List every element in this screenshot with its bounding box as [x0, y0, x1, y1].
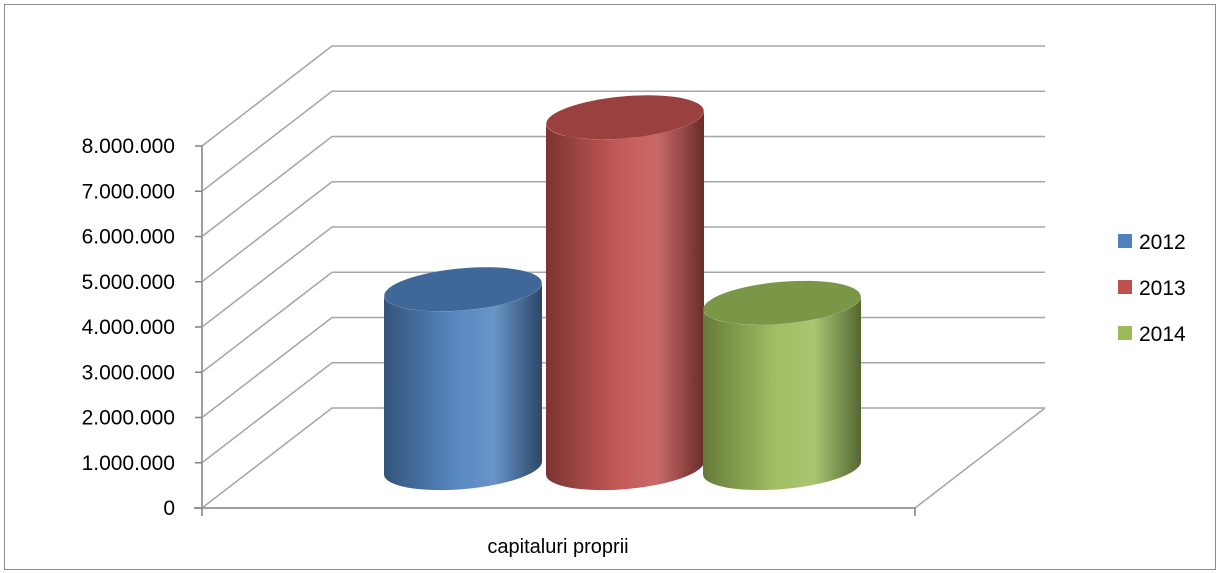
- y-axis-ticks: 0 1.000.000 2.000.000 3.000.000 4.000.000 5.0…: [82, 135, 202, 520]
- x-axis: capitaluri proprii: [487, 536, 628, 558]
- y-tick-label: 8.000.000: [82, 135, 175, 158]
- legend-item-2013: 2013: [1118, 277, 1186, 300]
- chart-walls: [194, 146, 1046, 516]
- chart-frame: 0 1.000.000 2.000.000 3.000.000 4.000.000 5.0…: [4, 4, 1216, 570]
- bar-top: [384, 267, 542, 312]
- bar-2013: [546, 95, 705, 491]
- x-category-label: capitaluri proprii: [487, 536, 628, 558]
- bar-2012: [384, 267, 543, 491]
- chart: 0 1.000.000 2.000.000 3.000.000 4.000.000 5.0…: [82, 45, 1186, 558]
- y-tick-label: 5.000.000: [82, 271, 175, 294]
- y-tick-label: 4.000.000: [82, 316, 175, 339]
- y-tick-label: 2.000.000: [82, 407, 175, 430]
- bar-top: [546, 95, 704, 140]
- bar-2014: [703, 280, 862, 491]
- gridline: [201, 271, 1045, 373]
- bars: [384, 95, 862, 491]
- legend-item-2012: 2012: [1118, 231, 1186, 254]
- y-tick-label: 1.000.000: [82, 452, 175, 475]
- bar-body: [703, 295, 862, 491]
- legend-swatch: [1118, 234, 1132, 248]
- gridline: [201, 226, 1045, 328]
- gridline: [201, 90, 1045, 192]
- bar-body: [546, 110, 705, 491]
- legend-label: 2014: [1139, 323, 1186, 346]
- legend: 2012 2013 2014: [1118, 231, 1186, 346]
- y-tick-label: 3.000.000: [82, 361, 175, 384]
- legend-item-2014: 2014: [1118, 323, 1186, 346]
- gridlines: [201, 45, 1045, 509]
- y-tick-label: 7.000.000: [82, 180, 175, 203]
- y-tick-label: 6.000.000: [82, 226, 175, 249]
- legend-label: 2013: [1139, 277, 1186, 300]
- gridline: [201, 135, 1045, 238]
- legend-swatch: [1118, 326, 1132, 340]
- bar-body: [384, 282, 543, 491]
- legend-label: 2012: [1139, 231, 1186, 254]
- gridline: [201, 181, 1045, 283]
- gridline: [201, 45, 1045, 147]
- floor-edge: [914, 407, 1046, 509]
- legend-swatch: [1118, 280, 1132, 294]
- y-tick-label: 0: [163, 497, 175, 520]
- bar-top: [703, 280, 861, 325]
